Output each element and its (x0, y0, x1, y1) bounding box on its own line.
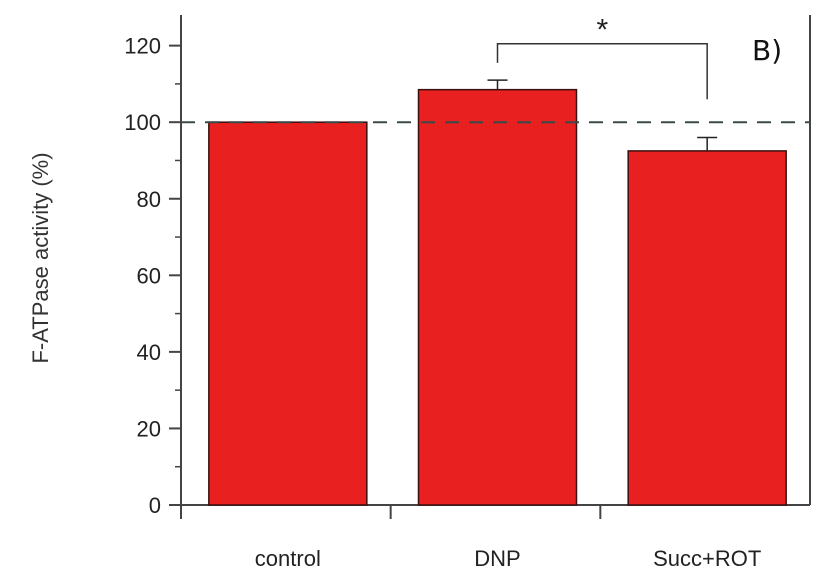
chart-axes: 0 20 40 60 80 100 120 control DNP Succ+ROT (124, 15, 811, 571)
annotations-group: * (181, 14, 810, 124)
significance-star: * (596, 14, 608, 47)
y-tick-label-20: 20 (137, 416, 161, 441)
y-tick-label-40: 40 (137, 340, 161, 365)
y-tick-label-60: 60 (137, 263, 161, 288)
x-category-label-1: DNP (474, 546, 520, 571)
x-category-label-0: control (255, 546, 321, 571)
y-tick-label-120: 120 (124, 34, 161, 59)
y-tick-label-100: 100 (124, 110, 161, 135)
bars-group (208, 79, 787, 506)
y-axis-label: F-ATPase activity (%) (28, 152, 53, 363)
x-category-label-2: Succ+ROT (653, 546, 761, 571)
bar-dnp (417, 88, 578, 506)
bar-succ-rot (627, 150, 787, 506)
significance-bracket (496, 42, 708, 100)
y-tick-label-0: 0 (149, 493, 161, 518)
bar-control (208, 121, 368, 506)
y-tick-label-80: 80 (137, 187, 161, 212)
panel-label: B) (752, 34, 782, 67)
